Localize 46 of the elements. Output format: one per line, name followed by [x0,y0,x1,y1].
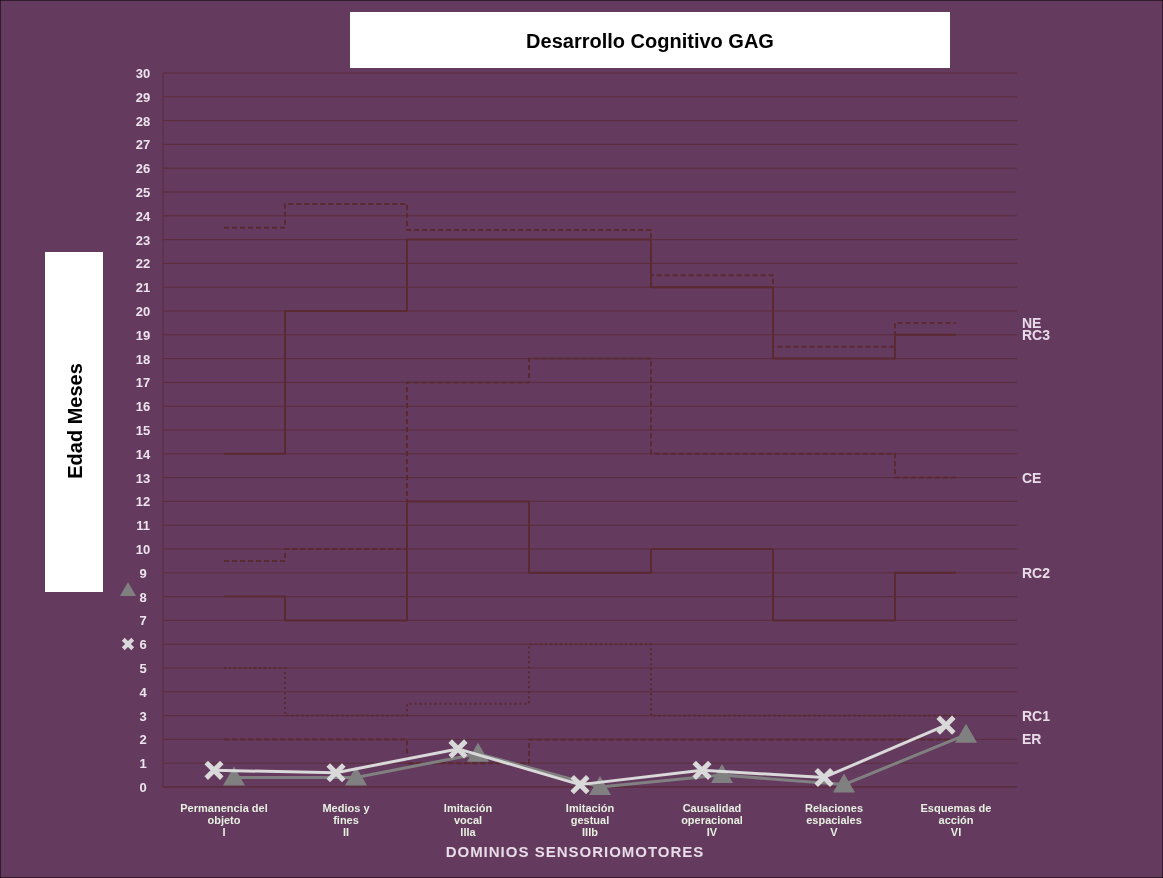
y-tick-label: 21 [135,280,151,296]
y-tick-label: 23 [135,232,151,248]
y-tick-label: 22 [135,256,151,272]
y-tick-label: 19 [135,327,151,343]
y-tick-label: 0 [139,780,147,795]
x-tick-label: Causalidad operacional IV [681,802,743,838]
x-tick-label: Relaciones espaciales V [804,802,864,838]
x-axis-title: DOMINIOS SENSORIOMOTORES [445,843,705,860]
y-tick-label: 17 [135,375,151,391]
y-tick-label: 1 [139,756,147,772]
y-tick-label: 16 [135,399,151,415]
y-tick-label: 26 [135,161,151,177]
y-tick-label: 27 [135,137,151,153]
y-tick-label: 30 [135,66,151,81]
text: RC1 [1022,707,1051,724]
text: NE [1022,314,1042,331]
y-tick-label: 7 [139,613,147,629]
y-tick-label: 10 [135,542,151,557]
y-tick-label: 20 [135,304,151,319]
y-tick-label: 11 [136,518,150,534]
y-tick-label: 6 [139,637,147,653]
y-tick-label: 13 [135,470,151,486]
x-tick-label: Imitación vocal IIIa [443,802,493,838]
chart-title: Desarrollo Cognitivo GAG [526,30,774,52]
y-tick-label: 3 [139,708,147,724]
y-tick-label: 9 [139,565,147,581]
y-tick-label: 28 [135,113,151,129]
y-tick-label: 2 [139,732,147,748]
x-tick-label: Medios y fines II [322,802,371,838]
y-tick-label: 4 [139,684,148,700]
x-tick-label: Imitación gestual IIIb [565,802,615,838]
y-tick-label: 29 [135,89,151,105]
text: RC2 [1022,564,1051,581]
y-tick-label: 25 [135,185,151,200]
y-tick-label: 14 [135,446,151,462]
y-tick-label: 15 [135,423,151,438]
y-tick-label: 24 [135,208,151,224]
x-tick-label: Esquemas de acción VI [920,802,992,838]
y-tick-label: 5 [139,661,147,676]
x-tick-label: Permanencia del objeto I [180,802,268,838]
y-axis-title: Edad Meses [64,363,86,479]
y-tick-label: 12 [135,494,151,510]
y-tick-label: 8 [139,589,147,605]
text: CE [1022,469,1042,486]
y-tick-label: 18 [135,351,151,367]
text: ER [1022,731,1042,748]
